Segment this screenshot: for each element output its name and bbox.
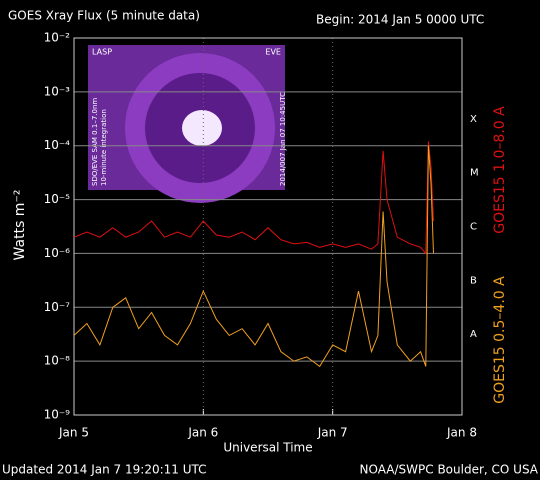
flare-class-label: B xyxy=(470,275,477,286)
inset-caption2: 10-minute integration xyxy=(100,109,108,186)
chart-title: GOES Xray Flux (5 minute data) xyxy=(8,9,200,23)
footer-right: NOAA/SWPC Boulder, CO USA xyxy=(360,463,539,477)
x-tick-label: Jan 8 xyxy=(446,426,477,440)
inset-timestamp: 2014/007 Jan 07 10:45UTC xyxy=(279,92,287,186)
x-tick-label: Jan 6 xyxy=(187,426,218,440)
y-tick-label: 10⁻⁵ xyxy=(44,192,71,206)
chart-subtitle: Begin: 2014 Jan 5 0000 UTC xyxy=(316,13,484,27)
flare-class-label: C xyxy=(470,222,477,233)
y-tick-label: 10⁻² xyxy=(44,31,71,45)
flare-class-label: A xyxy=(470,329,477,340)
legend-entry: GOES15 0.5–4.0 A xyxy=(492,276,508,404)
series-line xyxy=(73,141,434,255)
x-axis-label: Universal Time xyxy=(223,441,312,455)
inset-logo-left: LASP xyxy=(92,48,112,57)
y-tick-label: 10⁻⁶ xyxy=(44,246,71,260)
legend-entry: GOES15 1.0–8.0 A xyxy=(492,106,508,234)
flare-class-label: M xyxy=(470,168,479,179)
y-axis-label: Watts m⁻² xyxy=(12,190,28,261)
y-tick-label: 10⁻⁷ xyxy=(44,300,71,314)
sun-bright-region xyxy=(182,110,222,146)
y-tick-label: 10⁻³ xyxy=(44,84,71,98)
x-tick-label: Jan 7 xyxy=(317,426,348,440)
inset-caption: SDO/EVE SAM 0.1–7.0nm xyxy=(91,98,99,186)
series-line xyxy=(73,145,434,368)
inset-image: LASP EVE SDO/EVE SAM 0.1–7.0nm 10-minute… xyxy=(88,45,287,203)
y-tick-label: 10⁻⁸ xyxy=(44,354,71,368)
plot-frame xyxy=(73,37,463,416)
y-tick-label: 10⁻⁹ xyxy=(44,408,71,422)
x-tick-label: Jan 5 xyxy=(58,426,89,440)
flare-class-label: X xyxy=(470,114,477,125)
y-tick-label: 10⁻⁴ xyxy=(44,138,71,152)
inset-logo-right: EVE xyxy=(265,48,281,57)
footer-left: Updated 2014 Jan 7 19:20:11 UTC xyxy=(2,463,207,477)
